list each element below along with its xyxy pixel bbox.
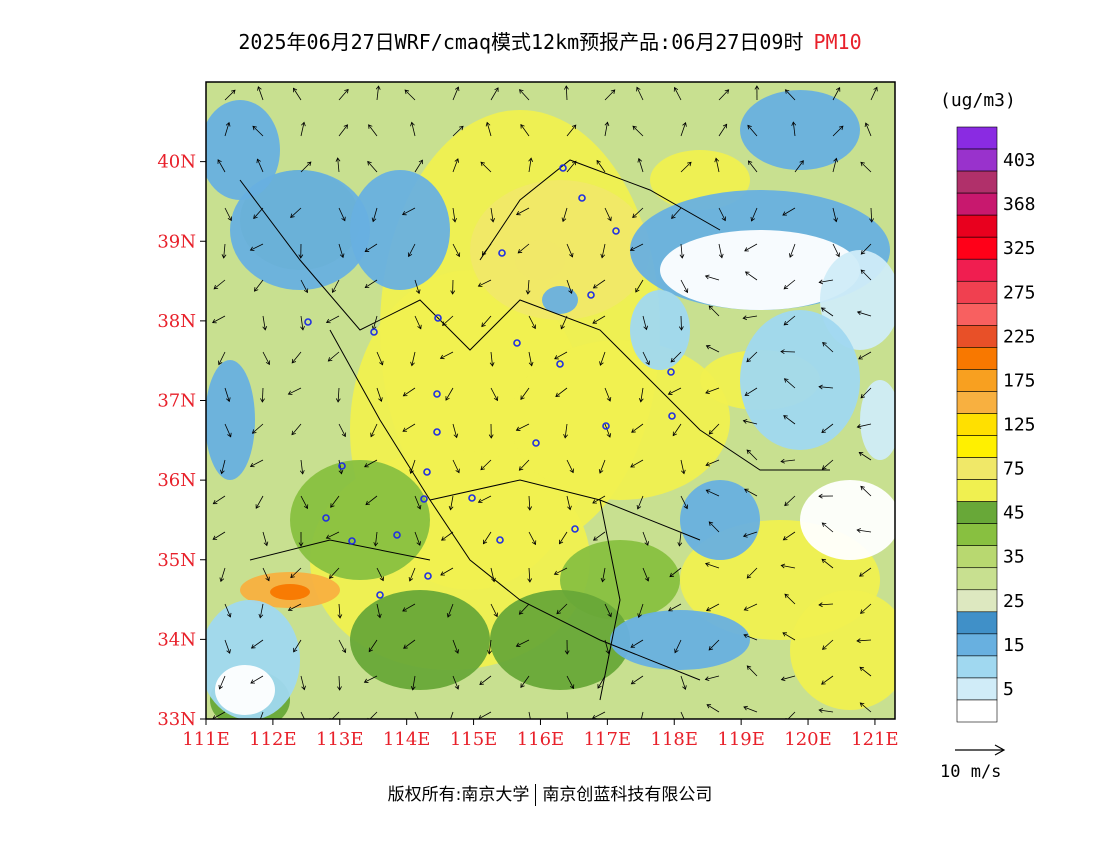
legend-label: 368 — [1003, 194, 1036, 215]
lon-label: 115E — [450, 729, 498, 750]
city-marker — [532, 439, 540, 447]
legend-swatch — [956, 369, 998, 392]
legend-swatch — [956, 655, 998, 679]
lon-label: 112E — [249, 729, 297, 750]
legend-swatch — [956, 148, 998, 172]
legend-label: 5 — [1003, 679, 1014, 700]
title-variable: PM10 — [813, 30, 862, 54]
city-marker — [322, 514, 330, 522]
city-marker — [348, 537, 356, 545]
legend-swatch — [956, 611, 998, 635]
map-title: 2025年06月27日WRF/cmaq模式12km预报产品:06月27日09时 P… — [0, 26, 1100, 55]
legend-label: 403 — [1003, 150, 1036, 171]
city-marker — [433, 428, 441, 436]
legend-swatch — [956, 501, 998, 524]
legend-swatch — [956, 545, 998, 569]
footer-right: 南京创蓝科技有限公司 — [542, 785, 713, 805]
legend-label: 275 — [1003, 282, 1036, 303]
city-marker — [496, 536, 504, 544]
legend-swatch — [956, 280, 998, 304]
legend-swatch — [956, 567, 998, 591]
lon-label: 116E — [517, 729, 565, 750]
legend-swatch — [956, 413, 998, 436]
legend-swatch — [956, 236, 998, 260]
wind-reference-label: 10 m/s — [940, 762, 1002, 782]
legend-swatch — [956, 347, 998, 370]
legend-swatch — [956, 170, 998, 194]
title-main: 2025年06月27日WRF/cmaq模式12km预报产品:06月27日09时 — [238, 30, 804, 54]
city-marker — [578, 194, 586, 202]
legend-label: 225 — [1003, 326, 1036, 347]
copyright-footer: 版权所有:南京大学 南京创蓝科技有限公司 — [0, 780, 1100, 806]
city-marker — [587, 291, 595, 299]
legend-label: 75 — [1003, 459, 1025, 480]
city-marker — [559, 164, 567, 172]
city-marker — [338, 462, 346, 470]
legend-label: 325 — [1003, 238, 1036, 259]
city-marker — [571, 525, 579, 533]
lon-label: 111E — [182, 729, 230, 750]
city-marker — [304, 318, 312, 326]
legend-swatch — [956, 435, 998, 458]
color-legend: 403 368 325 275 225 175 125 75 45 35 25 15 5 — [956, 126, 1036, 723]
city-marker — [420, 495, 428, 503]
city-marker — [423, 468, 431, 476]
lat-label: 35N — [157, 550, 196, 571]
legend-swatch — [956, 258, 998, 282]
city-marker — [370, 328, 378, 336]
legend-swatch — [956, 126, 998, 150]
lat-label: 37N — [157, 391, 196, 412]
lat-label: 34N — [157, 629, 196, 650]
lon-label: 121E — [851, 729, 899, 750]
lon-label: 113E — [316, 729, 364, 750]
lon-label: 114E — [383, 729, 431, 750]
city-marker — [424, 572, 432, 580]
city-marker — [602, 422, 610, 430]
city-marker — [376, 591, 384, 599]
city-marker — [667, 368, 675, 376]
city-marker — [468, 494, 476, 502]
city-marker — [612, 227, 620, 235]
legend-label: 15 — [1003, 635, 1025, 656]
pm10-field — [206, 82, 895, 719]
legend-label: 45 — [1003, 503, 1025, 524]
city-marker — [434, 314, 442, 322]
lat-label: 33N — [157, 709, 196, 730]
legend-swatch — [956, 479, 998, 502]
lat-label: 39N — [157, 231, 196, 252]
lon-label: 120E — [784, 729, 832, 750]
wind-reference-arrow — [955, 744, 1006, 756]
legend-swatch — [956, 457, 998, 480]
legend-swatch — [956, 391, 998, 414]
legend-swatch — [956, 192, 998, 216]
legend-swatch — [956, 589, 998, 613]
legend-swatch — [956, 325, 998, 348]
footer-left: 版权所有:南京大学 — [387, 785, 530, 805]
lon-label: 118E — [651, 729, 699, 750]
lon-label: 117E — [584, 729, 632, 750]
legend-swatch — [956, 214, 998, 238]
lon-label: 119E — [717, 729, 765, 750]
lat-label: 36N — [157, 470, 196, 491]
legend-label: 35 — [1003, 547, 1025, 568]
city-marker — [668, 412, 676, 420]
lat-label: 40N — [157, 152, 196, 173]
lat-label: 38N — [157, 311, 196, 332]
legend-label: 125 — [1003, 415, 1036, 436]
legend-label: 25 — [1003, 591, 1025, 612]
legend-unit: (ug/m3) — [940, 90, 1016, 111]
legend-swatch — [956, 677, 998, 701]
legend-label: 175 — [1003, 370, 1036, 391]
city-marker — [393, 531, 401, 539]
legend-swatch — [956, 302, 998, 326]
legend-swatch — [956, 699, 998, 723]
city-marker — [513, 339, 521, 347]
legend-swatch — [956, 523, 998, 547]
city-marker — [556, 360, 564, 368]
city-marker — [433, 390, 441, 398]
city-marker — [498, 249, 506, 257]
legend-swatch — [956, 633, 998, 657]
